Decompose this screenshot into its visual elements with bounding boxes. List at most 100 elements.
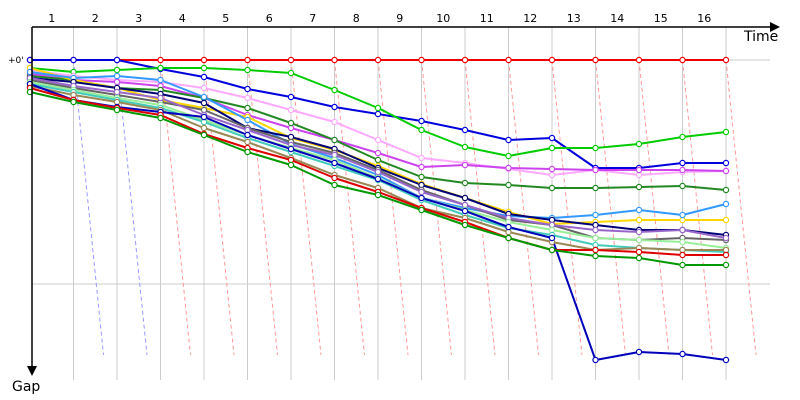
x-tick-label: 6 xyxy=(266,12,273,25)
data-point xyxy=(722,261,730,269)
data-point xyxy=(548,171,556,179)
data-point xyxy=(374,149,382,157)
x-axis-title: Time xyxy=(743,29,778,45)
x-tick-label: 13 xyxy=(567,12,581,25)
data-point xyxy=(461,194,469,202)
data-point xyxy=(157,94,164,102)
x-tick-label: 3 xyxy=(135,12,142,25)
data-point xyxy=(592,252,599,260)
data-point xyxy=(461,207,469,215)
data-point xyxy=(244,85,251,93)
data-point xyxy=(374,110,382,118)
x-tick-label: 7 xyxy=(309,12,316,25)
data-point xyxy=(418,56,425,64)
data-point xyxy=(157,56,164,64)
data-point xyxy=(635,56,643,64)
data-point xyxy=(244,148,251,156)
data-point xyxy=(505,136,512,144)
data-point xyxy=(635,216,643,224)
projection-line xyxy=(725,59,757,356)
data-point xyxy=(548,56,556,64)
data-point xyxy=(592,234,599,242)
data-point xyxy=(374,104,382,112)
projection-line xyxy=(73,59,104,356)
data-point xyxy=(722,234,730,242)
x-tick-labels: 1 2 3 4 5 6 7 8 9 10 11 12 13 14 15 16 xyxy=(48,12,711,25)
data-point xyxy=(592,226,599,234)
data-point xyxy=(418,173,425,181)
data-point xyxy=(635,166,643,174)
data-point xyxy=(461,179,469,187)
data-point xyxy=(374,136,382,144)
data-point xyxy=(287,106,295,114)
axes xyxy=(27,22,780,376)
projection-line xyxy=(334,59,365,356)
data-point xyxy=(244,94,251,102)
x-tick-label: 2 xyxy=(92,12,99,25)
data-point xyxy=(70,98,77,106)
data-point xyxy=(548,165,556,173)
data-point xyxy=(548,144,556,152)
data-point xyxy=(418,188,425,196)
data-point xyxy=(200,64,208,72)
x-tick-label: 1 xyxy=(48,12,55,25)
data-point xyxy=(679,238,686,246)
data-point xyxy=(331,159,338,167)
data-point xyxy=(635,228,643,236)
data-point xyxy=(592,246,599,254)
data-point xyxy=(635,206,643,214)
data-point xyxy=(635,183,643,191)
projection-line xyxy=(290,59,322,356)
data-point xyxy=(722,128,730,136)
data-point xyxy=(679,56,686,64)
x-tick-label: 4 xyxy=(179,12,186,25)
data-point xyxy=(548,234,556,242)
data-point xyxy=(113,106,121,114)
data-point xyxy=(418,117,425,125)
data-point xyxy=(200,93,208,101)
projection-line xyxy=(595,59,626,356)
data-point xyxy=(374,175,382,183)
data-point xyxy=(679,211,686,219)
data-point xyxy=(722,251,730,259)
data-point xyxy=(679,261,686,269)
data-point xyxy=(331,118,338,126)
data-point xyxy=(287,161,295,169)
data-point xyxy=(200,131,208,139)
data-point xyxy=(461,161,469,169)
data-point xyxy=(331,103,338,111)
data-point xyxy=(157,76,164,84)
data-point xyxy=(418,154,425,162)
x-tick-label: 16 xyxy=(697,12,711,25)
series-points xyxy=(26,56,730,364)
data-point xyxy=(592,144,599,152)
projection-lines xyxy=(73,59,757,356)
data-point xyxy=(722,356,730,364)
data-point xyxy=(679,226,686,234)
data-point xyxy=(200,84,208,92)
data-point xyxy=(592,166,599,174)
data-point xyxy=(505,152,512,160)
data-point xyxy=(505,56,512,64)
projection-line xyxy=(682,59,713,356)
data-point xyxy=(374,168,382,176)
time-axis-arrow xyxy=(770,22,780,32)
data-point xyxy=(244,138,251,146)
x-tick-label: 12 xyxy=(523,12,537,25)
data-point xyxy=(548,246,556,254)
data-point xyxy=(374,56,382,64)
data-point xyxy=(244,56,251,64)
x-tick-label: 9 xyxy=(396,12,403,25)
data-point xyxy=(635,140,643,148)
data-point xyxy=(331,86,338,94)
projection-line xyxy=(508,59,539,356)
data-point xyxy=(331,181,338,189)
data-point xyxy=(679,166,686,174)
data-point xyxy=(722,56,730,64)
data-point xyxy=(722,186,730,194)
data-point xyxy=(418,194,425,202)
origin-label: +0' xyxy=(8,56,24,66)
data-point xyxy=(418,163,425,171)
data-point xyxy=(722,216,730,224)
x-tick-label: 11 xyxy=(480,12,494,25)
